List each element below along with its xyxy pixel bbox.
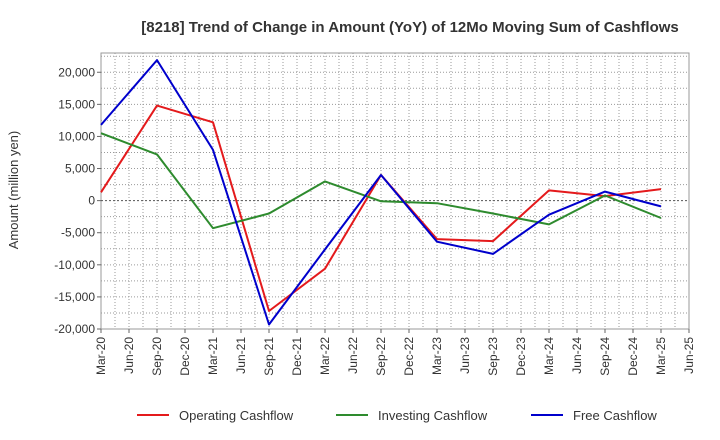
x-tick-label: Mar-22 bbox=[318, 337, 332, 375]
x-tick-label: Sep-20 bbox=[150, 337, 164, 376]
y-tick-label: -5,000 bbox=[61, 226, 95, 240]
legend-label: Investing Cashflow bbox=[378, 408, 488, 423]
x-tick-label: Sep-24 bbox=[598, 337, 612, 376]
x-tick-label: Jun-22 bbox=[346, 337, 360, 374]
x-tick-label: Sep-23 bbox=[486, 337, 500, 376]
series-line-free-cashflow bbox=[100, 59, 662, 326]
x-tick-label: Dec-23 bbox=[514, 337, 528, 376]
x-tick-label: Dec-21 bbox=[290, 337, 304, 376]
y-tick-label: 20,000 bbox=[58, 65, 95, 79]
x-tick-label: Jun-20 bbox=[122, 337, 136, 374]
vertical-grid bbox=[114, 53, 676, 329]
y-tick-label: 10,000 bbox=[58, 129, 95, 143]
x-tick-label: Dec-24 bbox=[626, 337, 640, 376]
x-tick-label: Jun-25 bbox=[682, 337, 696, 374]
legend-label: Free Cashflow bbox=[573, 408, 657, 423]
legend: Operating Cashflow Investing Cashflow Free… bbox=[137, 408, 657, 423]
y-tick-label: -15,000 bbox=[54, 290, 95, 304]
x-tick-label: Mar-24 bbox=[542, 337, 556, 375]
y-tick-label: -20,000 bbox=[54, 322, 95, 336]
x-tick-label: Dec-22 bbox=[402, 337, 416, 376]
x-tick-label: Mar-25 bbox=[654, 337, 668, 375]
x-tick-label: Jun-21 bbox=[234, 337, 248, 374]
x-axis-ticks: Mar-20 Jun-20 Sep-20 Dec-20 Mar-21 Jun-21 Sep-… bbox=[94, 329, 696, 376]
y-tick-label: 15,000 bbox=[58, 97, 95, 111]
x-tick-label: Mar-20 bbox=[94, 337, 108, 375]
series-lines bbox=[100, 59, 662, 326]
chart-title: [8218] Trend of Change in Amount (YoY) o… bbox=[141, 19, 679, 36]
y-tick-label: 5,000 bbox=[65, 162, 95, 176]
horizontal-grid bbox=[101, 55, 689, 314]
x-tick-label: Mar-23 bbox=[430, 337, 444, 375]
y-axis-label: Amount (million yen) bbox=[6, 131, 21, 250]
y-tick-label: -10,000 bbox=[54, 258, 95, 272]
y-tick-label: 0 bbox=[88, 194, 95, 208]
x-tick-label: Jun-23 bbox=[458, 337, 472, 374]
series-line-investing-cashflow bbox=[100, 132, 662, 230]
y-axis-ticks: -20,000 -15,000 -10,000 -5,000 0 5,000 10,000 1… bbox=[54, 65, 101, 336]
x-tick-label: Jun-24 bbox=[570, 337, 584, 374]
x-tick-label: Sep-22 bbox=[374, 337, 388, 376]
legend-label: Operating Cashflow bbox=[179, 408, 294, 423]
x-tick-label: Dec-20 bbox=[178, 337, 192, 376]
x-tick-label: Mar-21 bbox=[206, 337, 220, 375]
x-tick-label: Sep-21 bbox=[262, 337, 276, 376]
